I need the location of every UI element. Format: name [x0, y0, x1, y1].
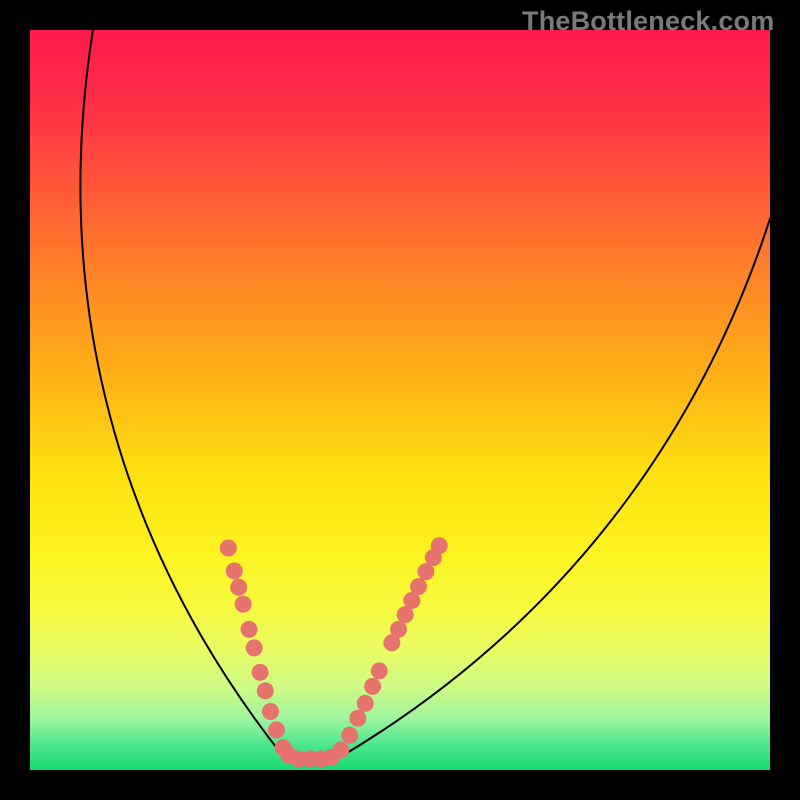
data-dot [349, 710, 366, 727]
data-dot [268, 722, 285, 739]
data-dot [241, 621, 258, 638]
data-dot [341, 727, 358, 744]
data-dot [410, 578, 427, 595]
gradient-background [30, 30, 770, 770]
data-dot [364, 678, 381, 695]
data-dot [332, 742, 349, 759]
data-dot [357, 695, 374, 712]
data-dot [257, 682, 274, 699]
data-dot [246, 639, 263, 656]
data-dot [262, 703, 279, 720]
watermark-text: TheBottleneck.com [522, 6, 774, 37]
data-dot [252, 664, 269, 681]
data-dot [220, 540, 237, 557]
data-dot [235, 596, 252, 613]
data-dot [371, 662, 388, 679]
data-dot [390, 621, 407, 638]
data-dot [226, 562, 243, 579]
data-dot [431, 537, 448, 554]
outer-frame: TheBottleneck.com [0, 0, 800, 800]
chart-plot [30, 30, 770, 770]
data-dot [230, 579, 247, 596]
